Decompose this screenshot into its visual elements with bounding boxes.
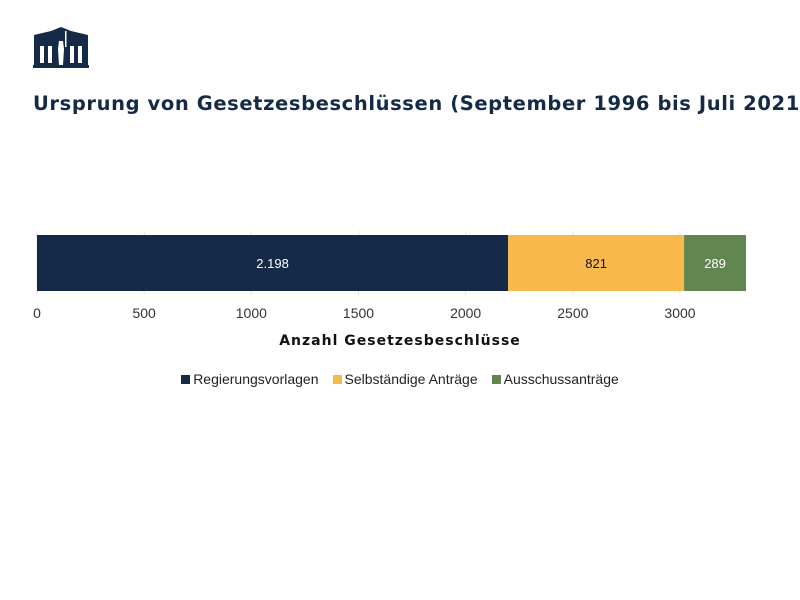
legend-label: Selbständige Anträge [344,371,478,387]
x-tick-label: 3000 [664,305,695,321]
legend-swatch [332,374,342,384]
x-tick-label: 1000 [236,305,267,321]
data-label: 821 [585,256,607,271]
data-label: 289 [704,256,726,271]
legend-swatch [181,374,191,384]
x-tick-label: 500 [132,305,156,321]
legend-swatch [491,374,501,384]
parliament-logo [33,27,89,68]
bar-segment [508,235,685,291]
legend-item: Selbständige Anträge [332,371,478,387]
x-tick-label: 1500 [343,305,374,321]
legend-item: Ausschussanträge [491,371,619,387]
legend-label: Ausschussanträge [503,371,619,387]
legend-label: Regierungsvorlagen [193,371,319,387]
bar-segment [37,235,509,291]
x-axis-label: Anzahl Gesetzesbeschlüsse [279,333,521,349]
bar-segment [684,235,747,291]
data-label: 2.198 [256,256,289,271]
legend-item: Regierungsvorlagen [181,371,319,387]
stacked-bar-chart: 0 500 1000 1500 2000 2500 3000 2.198 821 289 Anzah… [33,231,747,349]
legend: Regierungsvorlagen Selbständige Anträge Au… [0,371,800,387]
chart-title: Ursprung von Gesetzesbeschlüssen (Septem… [33,92,800,115]
x-tick-label: 2000 [450,305,481,321]
x-tick-label: 0 [33,305,41,321]
x-tick-label: 2500 [557,305,588,321]
